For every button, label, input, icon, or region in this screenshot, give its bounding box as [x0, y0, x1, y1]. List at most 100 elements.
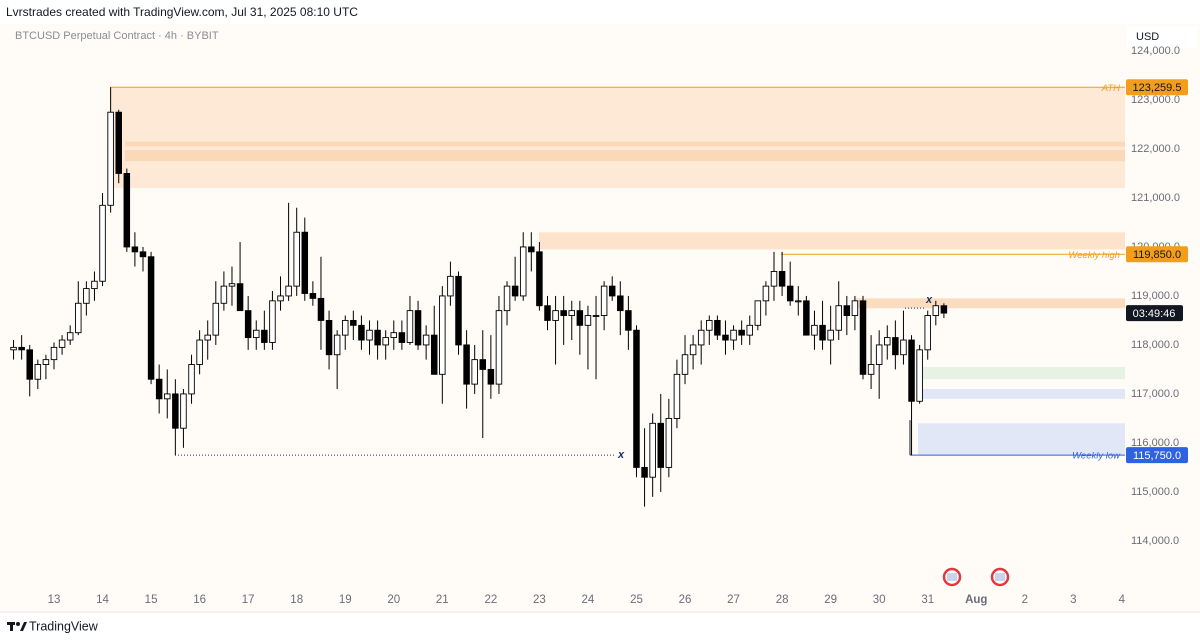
zone	[918, 423, 1125, 456]
candle-body	[924, 315, 931, 351]
event-flag	[995, 573, 1005, 581]
chart-title: BTCUSD Perpetual Contract · 4h · BYBIT	[15, 30, 219, 42]
countdown-badge	[1126, 305, 1183, 322]
candle-body	[220, 285, 228, 304]
candle-body	[827, 329, 834, 341]
candle-body	[641, 466, 648, 478]
x-tick-label: 23	[533, 594, 546, 606]
candle-body	[940, 305, 948, 314]
x-tick-label: 20	[387, 594, 400, 606]
x-tick-label: 26	[679, 594, 692, 606]
candle-body	[285, 285, 292, 297]
candle-body	[568, 310, 576, 316]
candle-body	[350, 319, 357, 326]
zone	[125, 141, 1125, 147]
candle-body	[471, 359, 478, 385]
candle-body	[795, 300, 802, 303]
x-tick-label: 30	[873, 594, 886, 606]
candle-body	[42, 359, 50, 365]
candle-body	[511, 285, 519, 297]
candle-body	[722, 334, 729, 341]
candle-body	[455, 275, 462, 346]
candle-body	[75, 302, 82, 334]
candle-body	[358, 324, 365, 341]
candle-body	[689, 344, 697, 356]
candle-body	[341, 319, 349, 336]
candle-body	[293, 231, 300, 287]
candle-body	[811, 324, 818, 336]
candle-body	[301, 231, 309, 294]
zone	[855, 298, 1125, 309]
x-tick-label: 15	[145, 594, 158, 606]
candle-body	[66, 332, 74, 341]
candle-body	[835, 305, 842, 331]
candle-body	[730, 329, 737, 341]
candle-body	[916, 349, 923, 402]
candle-body	[269, 300, 276, 343]
candle-body	[633, 329, 640, 468]
y-tick-label: 122,000.0	[1131, 143, 1180, 155]
candle-body	[107, 111, 114, 206]
zone	[539, 232, 1125, 250]
candle-body	[463, 344, 470, 385]
candle-body	[236, 283, 244, 312]
candle-body	[333, 334, 341, 356]
candle-body	[447, 275, 454, 297]
candle-body	[528, 246, 535, 253]
candle-body	[382, 337, 389, 346]
x-tick-label: 29	[824, 594, 837, 606]
marker-label: x	[925, 294, 933, 306]
candle-body	[892, 337, 899, 356]
y-tick-label: 123,000.0	[1131, 94, 1180, 106]
candle-body	[786, 285, 794, 302]
candle-body	[123, 173, 131, 248]
candle-body	[479, 359, 487, 370]
candle-body	[746, 324, 753, 336]
candle-body	[536, 251, 543, 307]
candle-body	[503, 285, 511, 312]
price-badge-label: 123,259.5	[1133, 82, 1182, 94]
level-name: ATH	[1101, 83, 1120, 94]
candle-body	[673, 373, 681, 419]
event-flag	[947, 573, 957, 581]
countdown: 03:49:46	[1133, 308, 1176, 320]
candle-body	[681, 354, 689, 375]
x-tick-label: 3	[1070, 594, 1076, 606]
candle-body	[754, 300, 762, 326]
y-tick-label: 115,000.0	[1131, 486, 1179, 498]
candle-body	[406, 310, 414, 343]
candle-body	[560, 310, 567, 316]
candle-body	[325, 319, 333, 356]
candle-body	[697, 329, 705, 346]
x-tick-label: 31	[921, 594, 934, 606]
x-tick-label: 27	[727, 594, 740, 606]
footer-brand: TradingView	[29, 619, 99, 633]
candle-body	[115, 111, 122, 174]
candle-body	[706, 319, 713, 331]
y-tick-label: 119,000.0	[1131, 290, 1179, 302]
x-tick-label: 13	[48, 594, 61, 606]
candle-body	[900, 339, 907, 356]
zone	[125, 149, 1125, 162]
candle-body	[495, 310, 503, 385]
candle-body	[932, 305, 940, 316]
candle-body	[172, 393, 179, 429]
attribution: Lvrstrades created with TradingView.com,…	[6, 5, 358, 19]
candle-body	[34, 364, 42, 380]
candle-body	[843, 305, 851, 316]
zone	[110, 87, 1125, 189]
candle-body	[576, 310, 584, 326]
level-name: Weekly low	[1072, 451, 1121, 462]
x-tick-label: 2	[1022, 594, 1028, 606]
candle-body	[188, 364, 195, 395]
candle-body	[884, 337, 891, 346]
candle-body	[544, 305, 551, 321]
candle-body	[803, 300, 810, 336]
candle-body	[600, 285, 608, 316]
candle-body	[10, 346, 17, 351]
candle-body	[83, 288, 90, 304]
level-name: Weekly high	[1068, 250, 1120, 261]
candle-body	[908, 339, 915, 402]
candle-body	[91, 280, 98, 290]
x-tick-label: 19	[339, 594, 352, 606]
